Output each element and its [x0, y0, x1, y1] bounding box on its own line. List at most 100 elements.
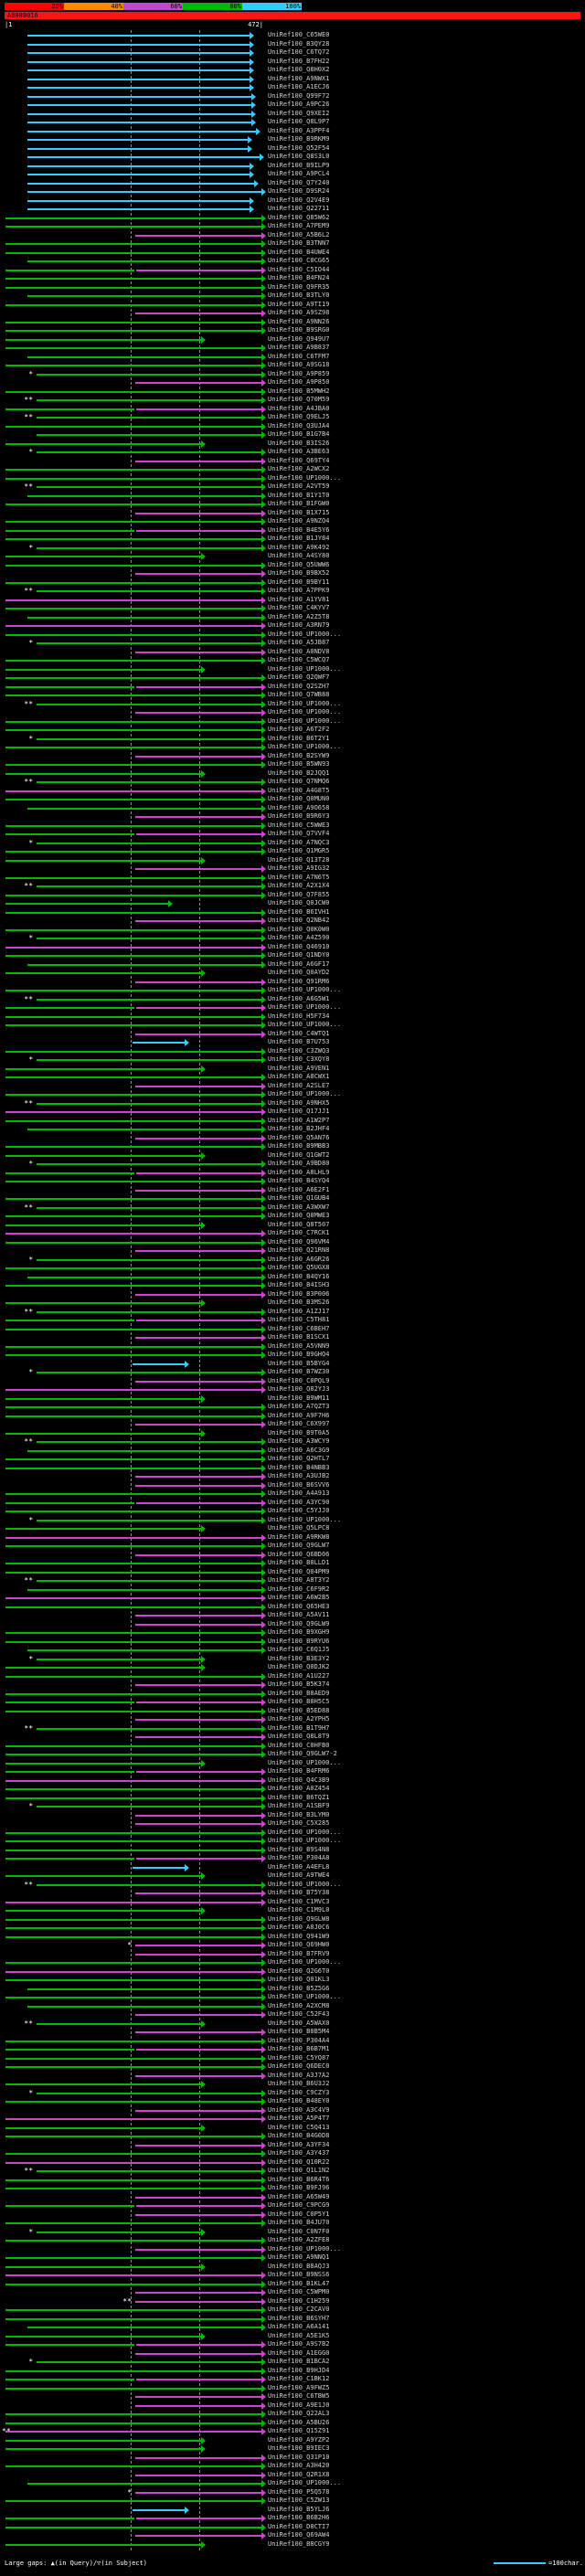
hit-label[interactable]: UniRef100_A9PCL4: [268, 170, 330, 177]
hit-row[interactable]: UniRef100_A7PEM9: [0, 222, 585, 231]
hit-row[interactable]: UniRef100_C5Q413: [0, 2124, 585, 2133]
hit-bar-segment[interactable]: [5, 581, 262, 584]
hit-label[interactable]: UniRef100_A5JB87: [268, 639, 330, 646]
hit-row[interactable]: UniRef100_B5K374: [0, 1680, 585, 1690]
hit-row[interactable]: UniRef100_B2JHF4: [0, 1125, 585, 1134]
hit-label[interactable]: UniRef100_Q7VVF4: [268, 830, 330, 837]
hit-row[interactable]: UniRef100_Q1GUB4: [0, 1194, 585, 1203]
hit-row[interactable]: UniRef100_C65WE0: [0, 31, 585, 40]
hit-row[interactable]: * UniRef100_UP1000...: [0, 1516, 585, 1525]
hit-row[interactable]: UniRef100_C1M9L0: [0, 1906, 585, 1915]
hit-row[interactable]: UniRef100_Q10R22: [0, 2158, 585, 2168]
hit-bar-segment[interactable]: [5, 2161, 262, 2164]
hit-row[interactable]: UniRef100_C5IO44: [0, 266, 585, 275]
hit-row[interactable]: UniRef100_B6B7M1: [0, 2045, 585, 2054]
hit-bar-segment[interactable]: [27, 60, 250, 63]
hit-row[interactable]: UniRef100_A8LHL9: [0, 1169, 585, 1178]
hit-row[interactable]: UniRef100_B4UWE4: [0, 249, 585, 258]
hit-bar-segment[interactable]: [135, 1736, 262, 1738]
hit-bar-segment[interactable]: [5, 330, 262, 332]
hit-label[interactable]: UniRef100_UP1000...: [268, 716, 342, 725]
hit-bar-segment[interactable]: [5, 269, 135, 271]
hit-bar-segment[interactable]: [27, 1276, 262, 1278]
hit-row[interactable]: UniRef100_A1U227: [0, 1672, 585, 1681]
hit-bar-segment[interactable]: [135, 2300, 262, 2303]
hit-label[interactable]: UniRef100_P5Q578: [268, 2487, 330, 2496]
hit-label[interactable]: UniRef100_Q5AN76: [268, 1133, 330, 1141]
hit-label[interactable]: UniRef100_C5YQ87: [268, 2053, 330, 2062]
hit-bar-segment[interactable]: [27, 182, 254, 185]
hit-label[interactable]: UniRef100_C6TFM7: [268, 352, 330, 360]
hit-row[interactable]: UniRef100_C0P5Y1: [0, 2210, 585, 2220]
hit-label[interactable]: UniRef100_A5AV11: [268, 1611, 330, 1618]
hit-bar-segment[interactable]: [135, 981, 262, 983]
hit-bar-segment[interactable]: [135, 2031, 262, 2033]
hit-bar-segment[interactable]: [135, 313, 262, 314]
hit-row[interactable]: UniRef100_C5YQ87: [0, 2054, 585, 2063]
hit-label[interactable]: UniRef100_UP1000...: [268, 986, 342, 993]
hit-row[interactable]: UniRef100_B5WN93: [0, 760, 585, 769]
hit-row[interactable]: ** UniRef100_A3WXW7: [0, 1203, 585, 1213]
hit-row[interactable]: UniRef100_A9SG18: [0, 361, 585, 370]
hit-row[interactable]: UniRef100_B2JQQ1: [0, 769, 585, 779]
hit-row[interactable]: UniRef100_A9F7H6: [0, 1412, 585, 1421]
hit-label[interactable]: UniRef100_Q10R22: [268, 2157, 330, 2166]
hit-bar-segment[interactable]: [135, 816, 262, 818]
hit-label[interactable]: UniRef100_Q70M59: [268, 396, 330, 403]
hit-label[interactable]: UniRef100_Q99F72: [268, 91, 330, 100]
hit-label[interactable]: UniRef100_B8H5C5: [268, 1698, 330, 1705]
hit-label[interactable]: UniRef100_Q8S3L0: [268, 153, 330, 160]
hit-label[interactable]: UniRef100_C3XQY8: [268, 1055, 330, 1063]
hit-row[interactable]: ** UniRef100_A7PPK9: [0, 587, 585, 596]
hit-row[interactable]: UniRef100_B9RYU6: [0, 1638, 585, 1647]
hit-bar-segment[interactable]: [5, 442, 202, 445]
hit-label[interactable]: UniRef100_A9P850: [268, 378, 330, 386]
hit-row[interactable]: UniRef100_C5X285: [0, 1819, 585, 1829]
hit-label[interactable]: UniRef100_A65W49: [268, 2192, 330, 2200]
hit-row[interactable]: UniRef100_A9YZP2: [0, 2436, 585, 2445]
hit-bar-segment[interactable]: [5, 1397, 202, 1400]
hit-bar-segment[interactable]: [135, 1892, 262, 1894]
hit-row[interactable]: UniRef100_C5YJJ0: [0, 1507, 585, 1516]
hit-row[interactable]: UniRef100_Q8H0X2: [0, 66, 585, 75]
hit-bar-segment[interactable]: [5, 1632, 262, 1634]
hit-row[interactable]: UniRef100_B3MS26: [0, 1299, 585, 1308]
hit-label[interactable]: UniRef100_Q9XEI2: [268, 109, 330, 117]
hit-row[interactable]: UniRef100_B3P006: [0, 1290, 585, 1299]
hit-label[interactable]: UniRef100_B1JY84: [268, 535, 330, 542]
hit-row[interactable]: UniRef100_A1EGG0: [0, 2349, 585, 2359]
hit-label[interactable]: UniRef100_B6IVH1: [268, 907, 330, 916]
hit-row[interactable]: UniRef100_Q7VVF4: [0, 830, 585, 839]
hit-row[interactable]: UniRef100_C9PCG9: [0, 2201, 585, 2210]
hit-bar-segment[interactable]: [5, 2335, 202, 2337]
hit-label[interactable]: UniRef100_A8CWX1: [268, 1073, 330, 1080]
hit-bar-segment[interactable]: [136, 1858, 262, 1860]
hit-row[interactable]: UniRef100_Q1MGR5: [0, 847, 585, 856]
hit-label[interactable]: UniRef100_C6BEH7: [268, 1324, 330, 1332]
hit-bar-segment[interactable]: [135, 1719, 262, 1721]
hit-row[interactable]: UniRef100_B8LLD1: [0, 1559, 585, 1568]
hit-bar-segment[interactable]: [5, 1675, 262, 1678]
hit-row[interactable]: UniRef100_A1YV81: [0, 596, 585, 605]
hit-label[interactable]: UniRef100_A6G5W1: [268, 994, 330, 1002]
hit-bar-segment[interactable]: [5, 720, 262, 723]
hit-label[interactable]: UniRef100_Q2HTL7: [268, 1455, 330, 1462]
hit-label[interactable]: UniRef100_Q21RN8: [268, 1246, 330, 1254]
hit-bar-segment[interactable]: [5, 1606, 262, 1608]
hit-bar-segment[interactable]: [5, 2500, 262, 2502]
hit-label[interactable]: UniRef100_B3IS26: [268, 439, 330, 447]
hit-row[interactable]: UniRef100_A6C3G9: [0, 1447, 585, 1456]
hit-label[interactable]: UniRef100_C6Q1J5: [268, 1646, 330, 1653]
hit-row[interactable]: UniRef100_B9FJ96: [0, 2184, 585, 2193]
hit-bar-segment[interactable]: [135, 2396, 262, 2398]
hit-bar-segment[interactable]: [37, 1372, 262, 1373]
hit-row[interactable]: UniRef100_B1JY84: [0, 535, 585, 544]
hit-bar-segment[interactable]: [37, 1310, 262, 1313]
hit-row[interactable]: UniRef100_UP1000...: [0, 1090, 585, 1099]
hit-label[interactable]: UniRef100_A9K492: [268, 543, 330, 551]
hit-row[interactable]: UniRef100_UP1000...: [0, 1759, 585, 1768]
hit-row[interactable]: ** UniRef100_Q1L1N2: [0, 2167, 585, 2176]
hit-bar-segment[interactable]: [136, 1501, 262, 1504]
hit-bar-segment[interactable]: [5, 851, 262, 853]
hit-bar-segment[interactable]: [37, 998, 262, 1001]
